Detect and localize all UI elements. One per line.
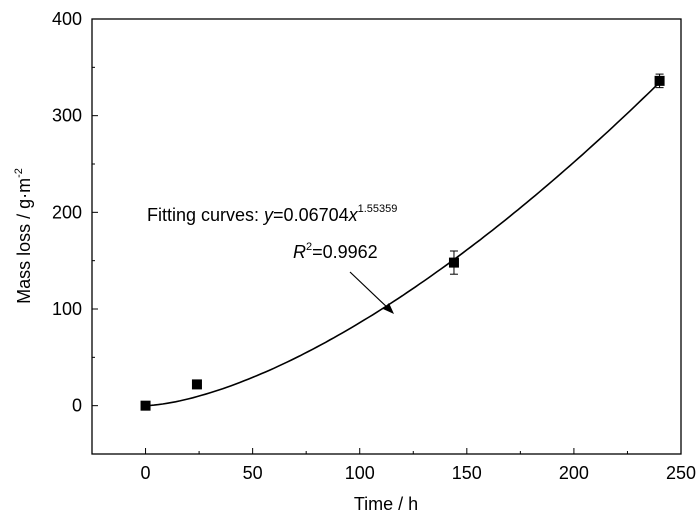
y-tick-label: 300	[52, 106, 82, 126]
fit-equation: Fitting curves: y=0.06704x1.55359	[147, 203, 397, 225]
r-squared: R2=0.9962	[293, 241, 378, 262]
y-tick-label: 100	[52, 299, 82, 319]
data-point	[654, 75, 665, 86]
plot-frame	[91, 18, 682, 455]
annotation-arrow-line	[349, 271, 391, 311]
x-tick-label: 50	[243, 463, 263, 483]
data-point	[191, 379, 202, 390]
y-tick-label: 400	[52, 9, 82, 29]
annotation-arrowhead	[383, 303, 394, 314]
data-point	[140, 400, 151, 411]
x-axis-label: Time / h	[354, 494, 418, 514]
fit-curve	[145, 81, 661, 407]
x-tick-label: 250	[666, 463, 696, 483]
y-tick-label: 0	[72, 396, 82, 416]
data-point	[448, 257, 459, 268]
x-tick-label: 200	[559, 463, 589, 483]
x-tick-label: 0	[141, 463, 151, 483]
y-axis-label: Mass loss / g·m-2	[13, 168, 34, 304]
y-tick-label: 200	[52, 202, 82, 222]
x-tick-label: 150	[452, 463, 482, 483]
x-tick-label: 100	[345, 463, 375, 483]
